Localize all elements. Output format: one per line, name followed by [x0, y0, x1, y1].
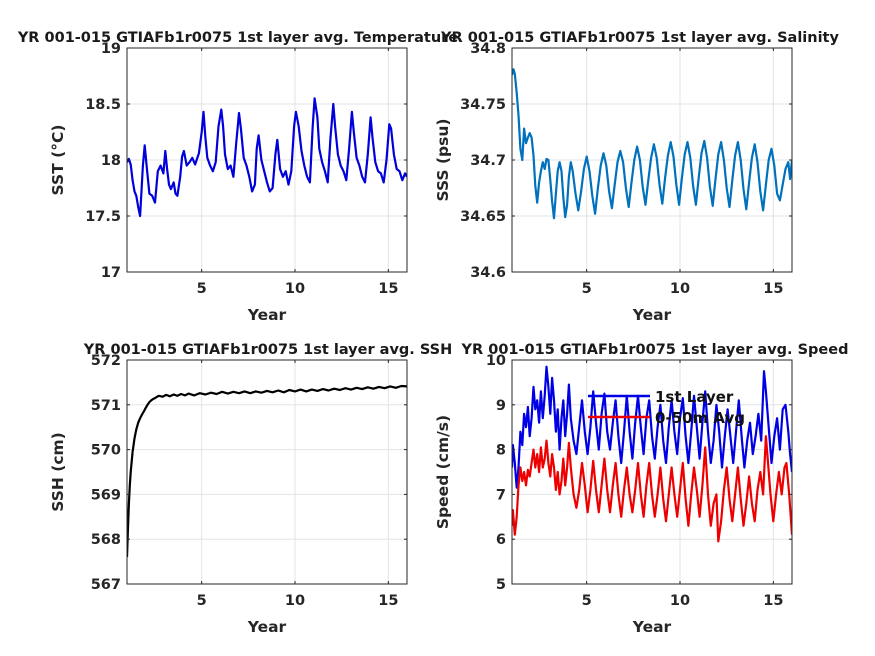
y-axis-label: SSS (psu) — [434, 118, 452, 201]
x-tick-label: 5 — [582, 281, 592, 297]
y-axis-label: Speed (cm/s) — [434, 415, 452, 529]
y-tick-label: 19 — [101, 41, 121, 57]
plot-frame — [126, 359, 408, 585]
y-tick-label: 8 — [496, 443, 506, 459]
x-axis-label: Year — [247, 306, 287, 324]
y-tick-label: 34.8 — [470, 41, 506, 57]
legend-label: 1st Layer — [655, 388, 734, 406]
y-tick-label: 34.6 — [470, 265, 506, 281]
series-line-1 — [127, 97, 407, 218]
y-tick-label: 10 — [486, 353, 506, 369]
x-axis-label: Year — [632, 618, 672, 636]
y-tick-label: 18.5 — [85, 97, 121, 113]
x-tick-label: 15 — [378, 281, 398, 297]
y-tick-label: 567 — [91, 577, 121, 593]
series-line-1 — [512, 68, 792, 220]
x-tick-label: 10 — [670, 593, 690, 609]
chart-panel-3: 5 10 15 567 568 569 570 571 572 Year SSH (cm) — [49, 353, 408, 636]
series-line-0-50m-avg — [512, 435, 792, 543]
y-tick-label: 571 — [91, 398, 121, 414]
x-tick-label: 15 — [763, 281, 783, 297]
y-tick-label: 5 — [496, 577, 506, 593]
chart-title: YR 001-015 GTIAFb1r0075 1st layer avg. S… — [461, 342, 849, 358]
y-tick-label: 17.5 — [85, 209, 121, 225]
legend-label: 0-50m Avg — [655, 409, 745, 427]
x-axis-label: Year — [247, 618, 287, 636]
y-tick-label: 34.75 — [460, 97, 506, 113]
chart-title: YR 001-015 GTIAFb1r0075 1st layer avg. T… — [17, 30, 459, 46]
chart-panel-1: 5 10 15 17 17.5 18 18.5 19 Year SST (°C) — [49, 41, 408, 324]
chart-panel-2: 5 10 15 34.6 34.65 34.7 34.75 34.8 Year SSS (psu) — [434, 41, 793, 324]
y-tick-label: 34.7 — [470, 153, 506, 169]
y-tick-label: 9 — [496, 398, 506, 414]
chart-title: YR 001-015 GTIAFb1r0075 1st layer avg. S… — [440, 30, 839, 46]
y-tick-label: 572 — [91, 353, 121, 369]
x-tick-label: 15 — [378, 593, 398, 609]
y-tick-label: 34.65 — [460, 209, 506, 225]
plot-background — [127, 360, 407, 584]
x-tick-label: 5 — [197, 281, 207, 297]
x-tick-label: 10 — [285, 281, 305, 297]
y-tick-label: 569 — [91, 487, 121, 503]
x-tick-label: 10 — [285, 593, 305, 609]
y-tick-label: 17 — [101, 265, 121, 281]
y-axis-label: SST (°C) — [49, 125, 67, 196]
x-tick-label: 5 — [197, 593, 207, 609]
chart-title: YR 001-015 GTIAFb1r0075 1st layer avg. S… — [83, 342, 452, 358]
chart-panel-4: 5 10 15 5 6 7 8 9 10 Year Speed (cm/s) — [434, 353, 793, 636]
x-tick-label: 5 — [582, 593, 592, 609]
x-tick-label: 10 — [670, 281, 690, 297]
y-tick-label: 6 — [496, 532, 506, 548]
series-line-1 — [127, 384, 407, 558]
plot-frame — [511, 359, 793, 585]
x-axis-label: Year — [632, 306, 672, 324]
y-tick-label: 570 — [91, 443, 121, 459]
y-tick-label: 18 — [101, 153, 121, 169]
y-tick-label: 568 — [91, 532, 121, 548]
y-axis-label: SSH (cm) — [49, 432, 67, 512]
x-tick-label: 15 — [763, 593, 783, 609]
y-tick-label: 7 — [496, 487, 506, 503]
